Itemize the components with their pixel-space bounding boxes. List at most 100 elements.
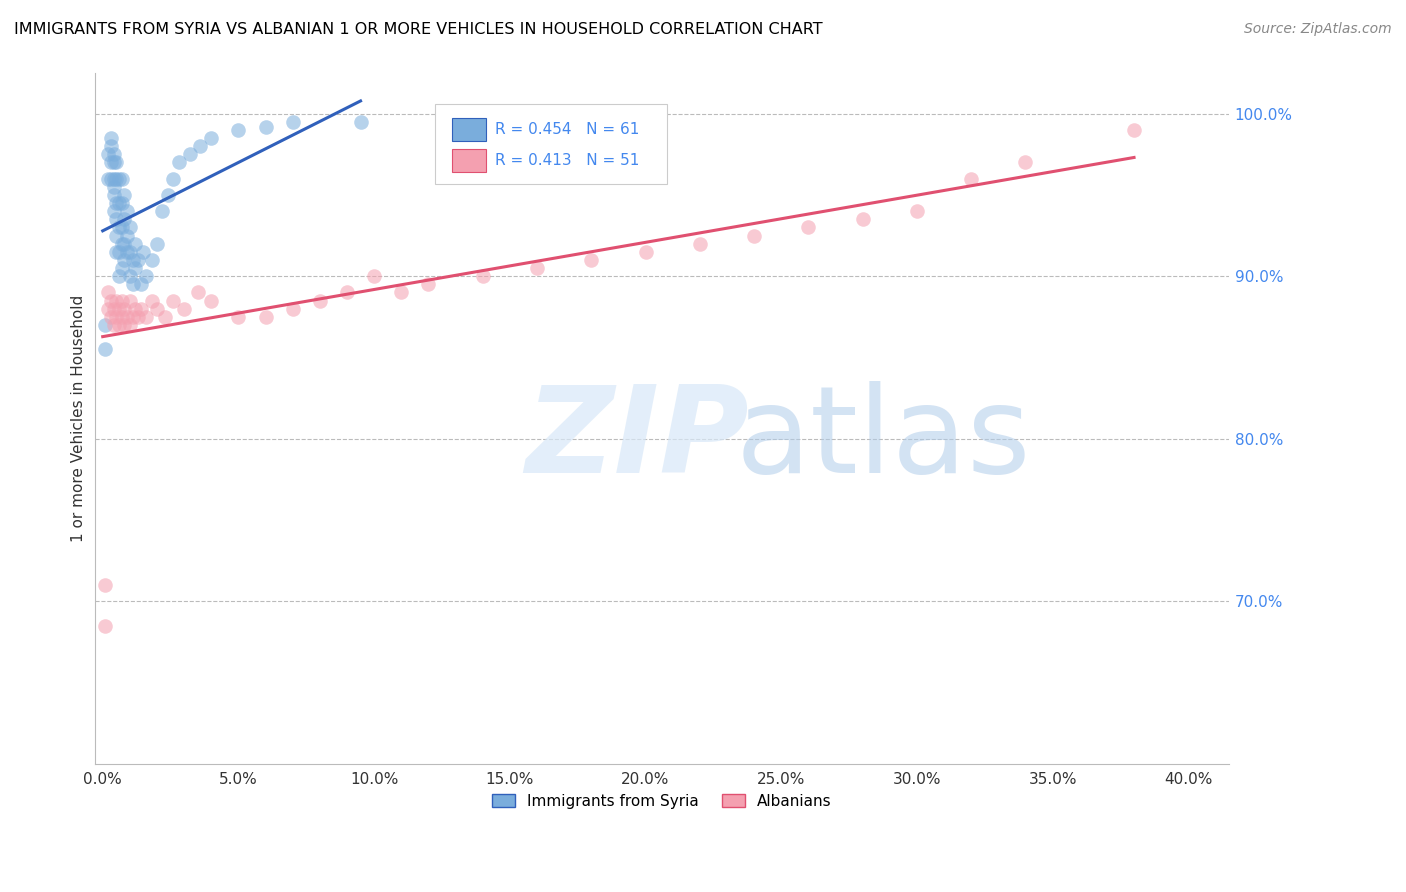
- Text: R = 0.454   N = 61: R = 0.454 N = 61: [495, 122, 640, 137]
- Point: [97, 147, 120, 161]
- Point: [115, 204, 138, 219]
- FancyBboxPatch shape: [434, 104, 668, 184]
- Point: [105, 293, 128, 308]
- Point: [254, 310, 277, 324]
- Point: [100, 310, 122, 324]
- Point: [118, 269, 141, 284]
- Point: [228, 310, 250, 324]
- Point: [742, 228, 765, 243]
- Point: [190, 139, 212, 153]
- Point: [336, 285, 359, 300]
- Point: [112, 301, 135, 316]
- Point: [127, 252, 149, 267]
- Point: [103, 187, 125, 202]
- Point: [146, 301, 169, 316]
- Point: [100, 131, 122, 145]
- Point: [111, 236, 134, 251]
- Point: [132, 244, 155, 259]
- Point: [363, 269, 385, 284]
- Text: ZIP: ZIP: [526, 381, 749, 498]
- Point: [108, 244, 131, 259]
- Point: [526, 260, 548, 275]
- Point: [118, 293, 141, 308]
- Point: [103, 318, 125, 332]
- Point: [124, 301, 146, 316]
- Point: [108, 220, 131, 235]
- Point: [852, 212, 875, 227]
- Point: [105, 196, 128, 211]
- Point: [156, 187, 179, 202]
- Point: [141, 252, 163, 267]
- Point: [121, 310, 143, 324]
- Point: [200, 131, 222, 145]
- Point: [105, 171, 128, 186]
- FancyBboxPatch shape: [451, 118, 486, 141]
- Point: [121, 277, 143, 292]
- Point: [94, 618, 117, 632]
- Point: [689, 236, 711, 251]
- Point: [97, 171, 120, 186]
- Point: [141, 293, 163, 308]
- Point: [103, 155, 125, 169]
- Point: [124, 236, 146, 251]
- FancyBboxPatch shape: [451, 149, 486, 172]
- Point: [111, 293, 134, 308]
- Point: [103, 301, 125, 316]
- Point: [254, 120, 277, 134]
- Point: [105, 228, 128, 243]
- Point: [167, 155, 190, 169]
- Point: [179, 147, 201, 161]
- Point: [100, 293, 122, 308]
- Point: [118, 318, 141, 332]
- Point: [281, 114, 304, 128]
- Legend: Immigrants from Syria, Albanians: Immigrants from Syria, Albanians: [486, 788, 838, 815]
- Point: [418, 277, 440, 292]
- Point: [153, 310, 176, 324]
- Point: [200, 293, 222, 308]
- Point: [112, 252, 135, 267]
- Point: [389, 285, 412, 300]
- Point: [103, 147, 125, 161]
- Point: [115, 310, 138, 324]
- Point: [187, 285, 209, 300]
- Point: [115, 244, 138, 259]
- Point: [108, 171, 131, 186]
- Point: [129, 301, 152, 316]
- Point: [100, 155, 122, 169]
- Point: [797, 220, 820, 235]
- Point: [634, 244, 657, 259]
- Point: [97, 285, 120, 300]
- Point: [121, 252, 143, 267]
- Point: [146, 236, 169, 251]
- Point: [112, 187, 135, 202]
- Point: [105, 244, 128, 259]
- Point: [118, 244, 141, 259]
- Point: [97, 301, 120, 316]
- Text: atlas: atlas: [735, 381, 1031, 498]
- Point: [1014, 155, 1036, 169]
- Point: [349, 114, 371, 128]
- Point: [112, 236, 135, 251]
- Point: [111, 196, 134, 211]
- Point: [162, 171, 184, 186]
- Point: [94, 343, 117, 357]
- Point: [108, 301, 131, 316]
- Point: [124, 260, 146, 275]
- Point: [105, 155, 128, 169]
- Text: IMMIGRANTS FROM SYRIA VS ALBANIAN 1 OR MORE VEHICLES IN HOUSEHOLD CORRELATION CH: IMMIGRANTS FROM SYRIA VS ALBANIAN 1 OR M…: [14, 22, 823, 37]
- Y-axis label: 1 or more Vehicles in Household: 1 or more Vehicles in Household: [72, 294, 86, 542]
- Point: [112, 318, 135, 332]
- Point: [960, 171, 983, 186]
- Point: [135, 269, 157, 284]
- Point: [152, 204, 174, 219]
- Point: [105, 310, 128, 324]
- Point: [162, 293, 184, 308]
- Point: [173, 301, 195, 316]
- Point: [94, 318, 117, 332]
- Point: [100, 139, 122, 153]
- Point: [281, 301, 304, 316]
- Point: [111, 310, 134, 324]
- Point: [127, 310, 149, 324]
- Point: [111, 220, 134, 235]
- Point: [135, 310, 157, 324]
